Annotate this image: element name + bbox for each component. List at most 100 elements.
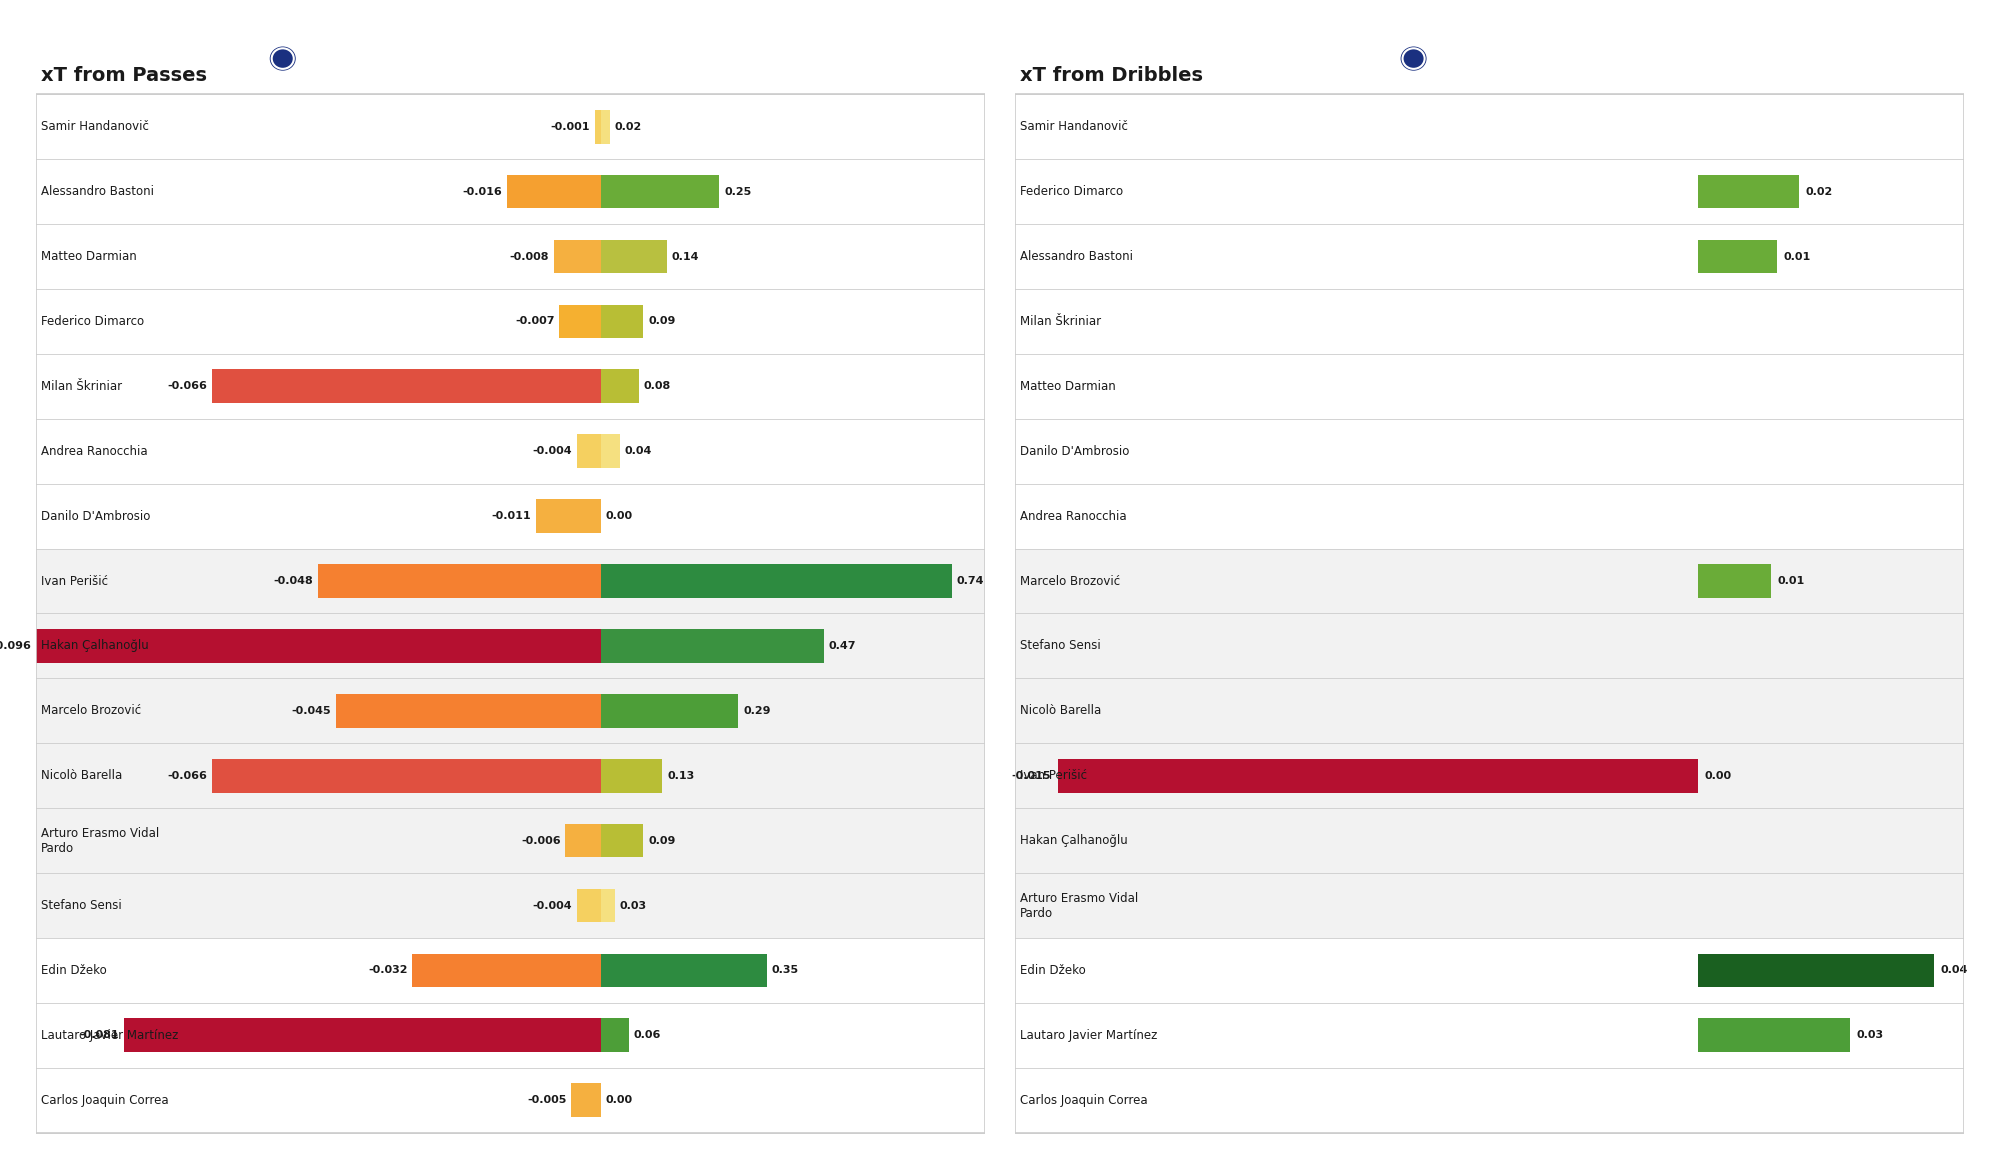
Text: 0.09: 0.09 <box>648 835 676 846</box>
Text: -0.007: -0.007 <box>516 316 554 327</box>
Text: 0.08: 0.08 <box>644 382 670 391</box>
Bar <box>336 694 600 727</box>
Text: -0.066: -0.066 <box>168 382 208 391</box>
Text: 0.00: 0.00 <box>606 511 632 521</box>
Text: Carlos Joaquin Correa: Carlos Joaquin Correa <box>40 1094 168 1107</box>
Text: 0.00: 0.00 <box>606 1095 632 1106</box>
Text: -0.008: -0.008 <box>510 251 548 262</box>
Text: -0.016: -0.016 <box>462 187 502 196</box>
Text: Federico Dimarco: Federico Dimarco <box>40 315 144 328</box>
Text: 0.02: 0.02 <box>614 122 642 132</box>
Text: Nicolò Barella: Nicolò Barella <box>1020 704 1100 717</box>
Bar <box>600 435 620 468</box>
Text: Marcelo Brozović: Marcelo Brozović <box>40 704 140 717</box>
Text: 0.14: 0.14 <box>672 251 700 262</box>
Text: 0.01: 0.01 <box>1778 576 1806 586</box>
Text: Danilo D'Ambrosio: Danilo D'Ambrosio <box>1020 444 1130 458</box>
Bar <box>572 1083 600 1117</box>
Text: Ivan Perišić: Ivan Perišić <box>40 575 108 588</box>
Text: Arturo Erasmo Vidal
Pardo: Arturo Erasmo Vidal Pardo <box>40 826 158 854</box>
Text: 0.04: 0.04 <box>1940 966 1968 975</box>
Text: -0.004: -0.004 <box>532 900 572 911</box>
Text: Milan Škriniar: Milan Škriniar <box>1020 315 1100 328</box>
Bar <box>578 435 600 468</box>
Bar <box>36 549 984 938</box>
Text: Carlos Joaquin Correa: Carlos Joaquin Correa <box>1020 1094 1148 1107</box>
Bar <box>566 824 600 858</box>
Text: Matteo Darmian: Matteo Darmian <box>40 250 136 263</box>
Text: -0.006: -0.006 <box>520 835 560 846</box>
Text: 0.03: 0.03 <box>1856 1030 1884 1040</box>
Ellipse shape <box>270 47 296 70</box>
Bar <box>578 888 600 922</box>
Text: Matteo Darmian: Matteo Darmian <box>1020 380 1116 392</box>
Text: -0.001: -0.001 <box>550 122 590 132</box>
Bar <box>594 109 600 143</box>
Bar <box>1698 564 1772 598</box>
Text: -0.004: -0.004 <box>532 446 572 456</box>
Text: xT from Dribbles: xT from Dribbles <box>1020 66 1202 85</box>
Text: Milan Škriniar: Milan Škriniar <box>40 380 122 392</box>
Text: -0.015: -0.015 <box>1012 771 1052 780</box>
Bar <box>1698 1019 1850 1052</box>
Bar <box>600 564 952 598</box>
Bar <box>536 499 600 533</box>
Text: Lautaro Javier Martínez: Lautaro Javier Martínez <box>40 1029 178 1042</box>
Bar <box>600 954 766 987</box>
Text: 0.09: 0.09 <box>648 316 676 327</box>
Bar <box>1014 94 1964 549</box>
Text: Hakan Çalhanoğlu: Hakan Çalhanoğlu <box>40 639 148 652</box>
Text: 0.35: 0.35 <box>772 966 798 975</box>
Bar <box>600 240 668 274</box>
Text: -0.048: -0.048 <box>274 576 314 586</box>
Text: Edin Džeko: Edin Džeko <box>1020 963 1086 976</box>
Bar <box>600 304 644 338</box>
Bar <box>600 824 644 858</box>
Bar <box>212 759 600 793</box>
Bar <box>1698 175 1800 208</box>
Bar <box>600 888 614 922</box>
Bar <box>36 94 984 549</box>
Text: Hakan Çalhanoğlu: Hakan Çalhanoğlu <box>1020 834 1128 847</box>
Text: Samir Handanovič: Samir Handanovič <box>1020 120 1128 133</box>
Text: 0.06: 0.06 <box>634 1030 662 1040</box>
Text: -0.081: -0.081 <box>80 1030 120 1040</box>
Bar <box>600 759 662 793</box>
Text: Marcelo Brozović: Marcelo Brozović <box>1020 575 1120 588</box>
Text: 0.29: 0.29 <box>744 706 770 716</box>
Text: Stefano Sensi: Stefano Sensi <box>40 899 122 912</box>
Text: -0.096: -0.096 <box>0 640 32 651</box>
Ellipse shape <box>1400 47 1426 70</box>
Text: 0.47: 0.47 <box>828 640 856 651</box>
Text: 0.74: 0.74 <box>956 576 984 586</box>
Bar <box>560 304 600 338</box>
Bar <box>124 1019 600 1052</box>
Text: -0.032: -0.032 <box>368 966 408 975</box>
Text: Nicolò Barella: Nicolò Barella <box>40 770 122 783</box>
Bar <box>318 564 600 598</box>
Text: Samir Handanovič: Samir Handanovič <box>40 120 148 133</box>
Bar <box>36 629 600 663</box>
Text: -0.066: -0.066 <box>168 771 208 780</box>
Text: -0.011: -0.011 <box>492 511 532 521</box>
Bar <box>36 938 984 1133</box>
Bar <box>600 1019 630 1052</box>
Text: 0.02: 0.02 <box>1806 187 1834 196</box>
Text: -0.005: -0.005 <box>528 1095 566 1106</box>
Text: Lautaro Javier Martínez: Lautaro Javier Martínez <box>1020 1029 1158 1042</box>
Text: Andrea Ranocchia: Andrea Ranocchia <box>40 444 148 458</box>
Text: Alessandro Bastoni: Alessandro Bastoni <box>1020 250 1132 263</box>
Text: Andrea Ranocchia: Andrea Ranocchia <box>1020 510 1126 523</box>
Text: Stefano Sensi: Stefano Sensi <box>1020 639 1100 652</box>
Text: Danilo D'Ambrosio: Danilo D'Ambrosio <box>40 510 150 523</box>
Text: Edin Džeko: Edin Džeko <box>40 963 106 976</box>
Text: -0.045: -0.045 <box>292 706 332 716</box>
Bar <box>600 694 738 727</box>
Bar <box>1058 759 1698 793</box>
Bar <box>600 369 638 403</box>
Bar <box>506 175 600 208</box>
Text: xT from Passes: xT from Passes <box>40 66 206 85</box>
Bar <box>212 369 600 403</box>
Text: Ivan Perišić: Ivan Perišić <box>1020 770 1086 783</box>
Bar <box>600 629 824 663</box>
